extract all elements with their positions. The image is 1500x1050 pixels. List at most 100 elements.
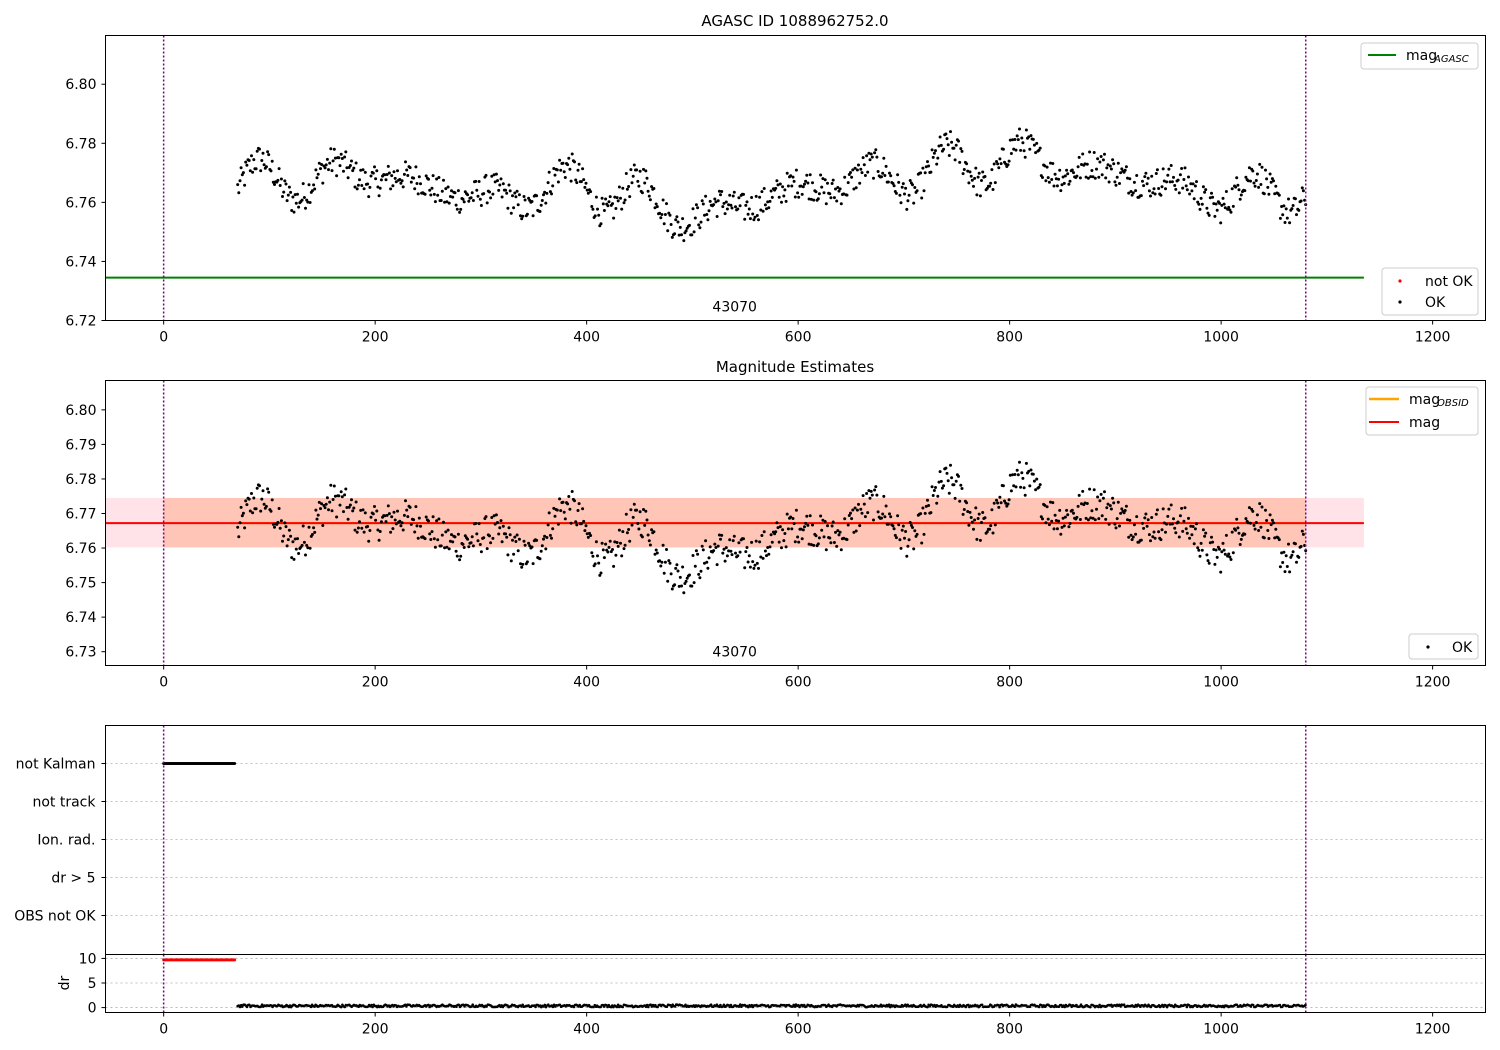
ok-data-point [501,182,505,186]
ok-data-point [492,514,496,518]
ok-data-point [496,521,499,524]
ok-data-point [743,217,747,221]
ok-data-point [1111,158,1115,162]
ok-data-point [494,172,498,176]
ok-data-point [1045,505,1049,509]
y-tick-label: 6.76 [65,195,96,211]
ok-data-point [939,143,943,147]
ok-data-point [1244,517,1248,521]
ok-data-point [1168,522,1172,526]
ok-data-point [347,505,351,509]
ok-data-point [283,521,287,525]
ok-data-point [1089,516,1093,520]
ok-data-point [352,506,356,510]
ok-data-point [490,516,494,519]
ok-data-point [665,548,668,551]
ok-data-point [1068,522,1072,525]
ok-data-point [1260,165,1264,169]
ok-data-point [1157,187,1161,190]
ok-data-point [684,579,688,583]
ok-data-point [977,171,981,175]
ok-data-point [1255,513,1259,517]
ok-data-point [1093,176,1097,180]
ok-data-point [323,166,327,170]
ok-data-point [1266,529,1270,532]
ok-data-point [722,547,726,551]
ok-data-point [819,173,823,177]
ok-data-point [254,167,258,171]
ok-data-point [1288,221,1292,225]
dr-ok-point [551,1005,555,1009]
ok-data-point [252,496,256,500]
ok-data-point [584,181,588,185]
ok-data-point [665,202,668,206]
ok-legend-label: OK [1425,295,1446,311]
ok-data-point [599,222,603,226]
ok-data-point [805,514,809,518]
ok-data-point [504,532,508,536]
ok-data-point [1058,168,1062,172]
ok-data-point [1060,183,1064,187]
ok-data-point [625,531,629,535]
ok-data-point [1052,184,1056,188]
ok-data-point [436,193,440,197]
ok-data-point [1159,193,1163,197]
ok-data-point [1135,174,1139,177]
ok-data-point [835,199,839,203]
ok-data-point [374,177,378,181]
ok-data-point [901,524,905,528]
ok-data-point [804,179,808,183]
ok-data-point [944,132,948,136]
ok-data-point [972,527,975,531]
ok-data-point [623,198,627,202]
ok-data-point [586,191,590,195]
ok-data-point [638,169,642,173]
ok-data-point [1007,498,1011,502]
ok-data-point [1291,204,1295,207]
ok-data-point [392,170,396,174]
ok-data-point [874,485,878,489]
ok-data-point [602,209,606,212]
ok-data-point [1141,179,1144,183]
ok-data-point [1153,192,1157,196]
ok-data-point [301,182,305,186]
ok-data-point [340,157,344,160]
ok-data-point [389,187,393,191]
ok-data-point [790,527,794,531]
ok-data-point [1183,166,1187,170]
ok-data-point [1197,548,1201,552]
ok-data-point [1235,176,1239,180]
ok-data-point [1213,562,1217,566]
ok-data-point [494,513,498,517]
ok-data-point [688,223,691,227]
ok-data-point [1285,565,1289,568]
ok-data-point [681,217,685,221]
ok-data-point [1229,210,1233,214]
ok-data-point [860,511,864,515]
ok-data-point [1234,528,1238,532]
ok-data-point [1062,181,1066,185]
ok-data-point [360,184,364,187]
ok-data-point [637,184,641,188]
ok-data-point [621,530,625,534]
ok-data-point [521,214,525,218]
ok-data-point [451,540,455,544]
ok-data-point [980,179,983,182]
ok-data-point [859,167,863,171]
ok-data-point [642,167,645,171]
ok-data-point [540,544,544,548]
ok-data-point [310,189,314,193]
ok-data-point [1059,189,1063,193]
ok-data-point [1132,523,1136,527]
ok-data-point [417,516,421,520]
ok-data-point [872,518,875,522]
ok-data-point [308,546,312,550]
ok-data-point [1208,541,1212,545]
ok-data-point [1107,180,1111,184]
ok-data-point [1053,513,1057,517]
ok-data-point [596,554,599,558]
dr-ok-point [615,1005,619,1009]
ok-data-point [983,516,987,520]
ok-data-point [237,191,241,195]
ok-data-point [484,515,488,519]
